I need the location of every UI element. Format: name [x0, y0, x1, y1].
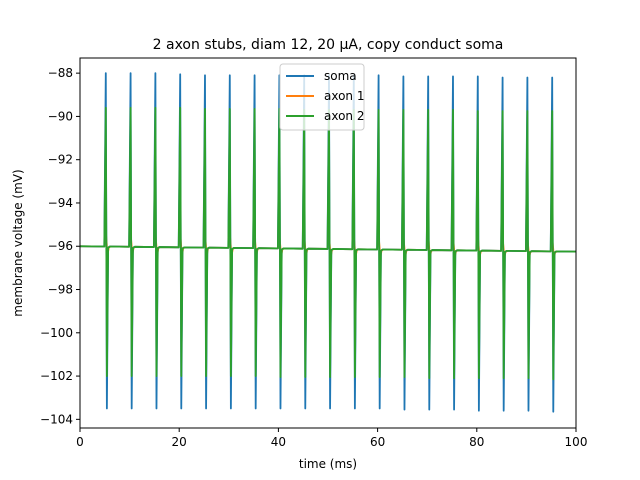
y-tick-label: −104 — [40, 412, 73, 426]
legend-label: soma — [324, 69, 357, 83]
y-axis: −104 −102 −100 −98 −96 −94 −92 −90 −88 — [40, 66, 80, 426]
x-tick-label: 60 — [370, 435, 385, 449]
y-axis-label: membrane voltage (mV) — [11, 169, 25, 316]
plot-frame — [79, 57, 577, 429]
y-tick-label: −100 — [40, 326, 73, 340]
legend-label: axon 2 — [324, 109, 364, 123]
x-axis: 0 20 40 60 80 100 — [76, 428, 587, 449]
y-tick-label: −90 — [48, 109, 73, 123]
legend: soma axon 1 axon 2 — [279, 63, 365, 131]
y-tick-label: −102 — [40, 369, 73, 383]
y-tick-label: −88 — [48, 66, 73, 80]
y-tick-label: −94 — [48, 196, 73, 210]
x-tick-label: 0 — [76, 435, 84, 449]
y-tick-label: −96 — [48, 239, 73, 253]
series-layer — [80, 72, 576, 413]
x-tick-label: 20 — [172, 435, 187, 449]
x-tick-label: 80 — [469, 435, 484, 449]
y-tick-label: −92 — [48, 153, 73, 167]
legend-box — [279, 63, 365, 131]
legend-label: axon 1 — [324, 89, 364, 103]
chart-title: 2 axon stubs, diam 12, 20 µA, copy condu… — [153, 37, 504, 53]
series-line-axon-2 — [80, 106, 576, 381]
x-tick-label: 40 — [271, 435, 286, 449]
x-tick-label: 100 — [565, 435, 588, 449]
y-tick-label: −98 — [48, 283, 73, 297]
x-axis-label: time (ms) — [299, 457, 357, 471]
